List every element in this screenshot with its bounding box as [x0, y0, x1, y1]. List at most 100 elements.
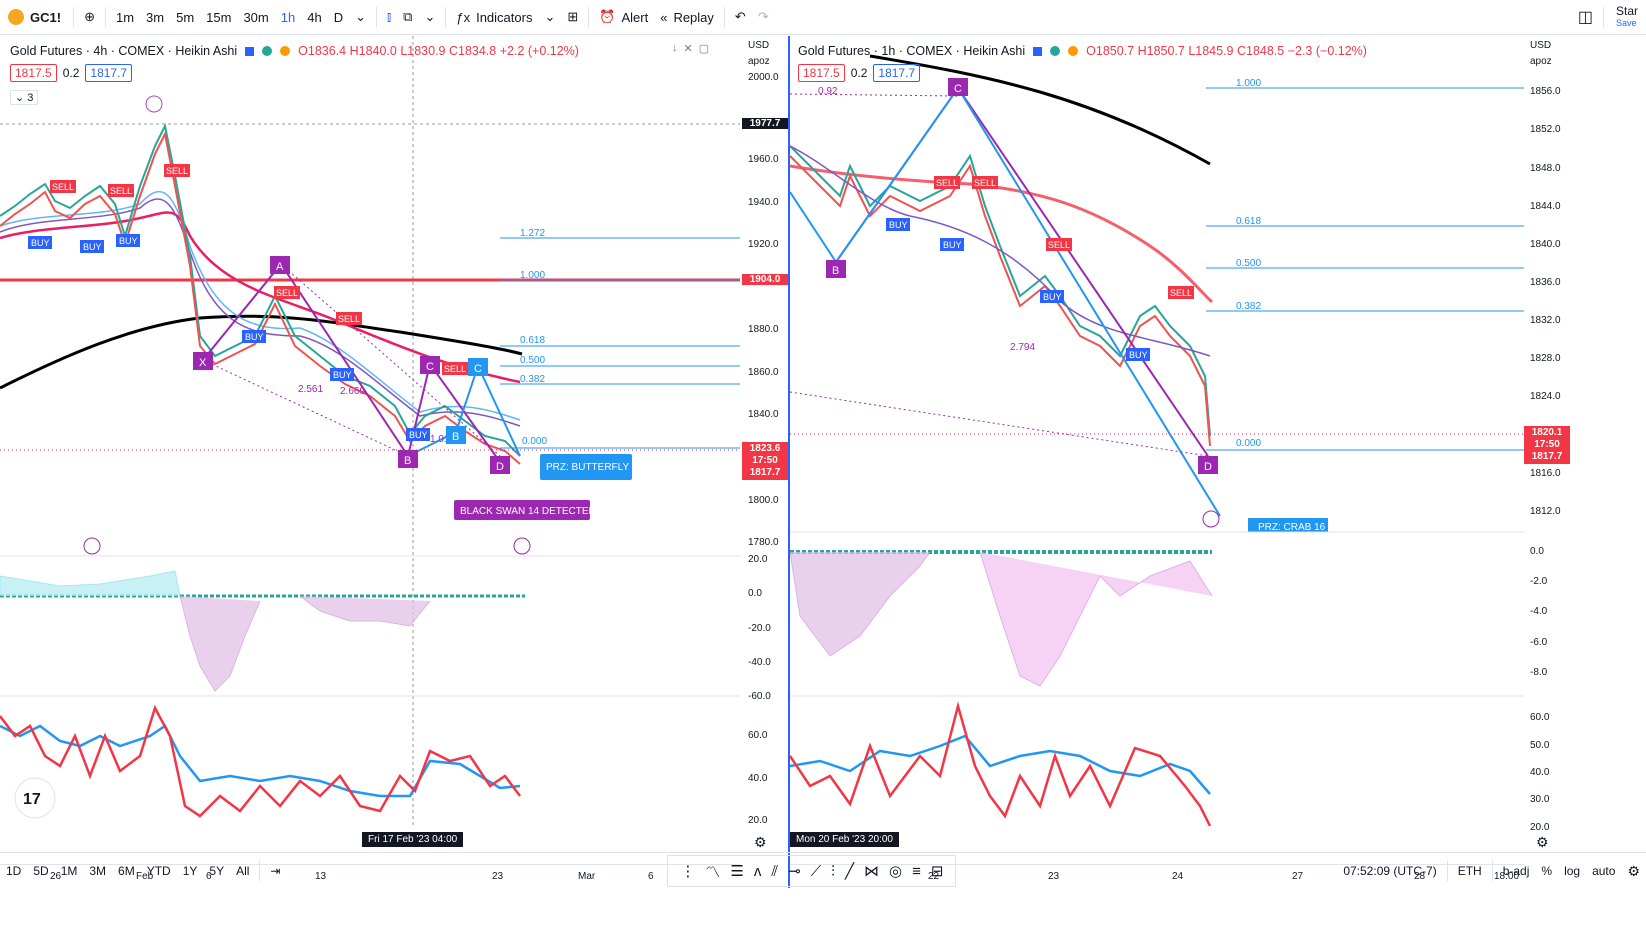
interval-1h[interactable]: 1h — [280, 9, 296, 25]
interval-4h[interactable]: 4h — [307, 9, 322, 25]
point-b-marker: B — [826, 260, 846, 278]
panel-toggle-icon[interactable]: ◫ — [1577, 9, 1593, 26]
close-icon[interactable]: ✕ — [683, 43, 693, 55]
adjustment-toggle[interactable]: b-adj — [1502, 864, 1530, 878]
redo-icon[interactable]: ↷ — [757, 9, 769, 24]
percent-scale-toggle[interactable]: % — [1541, 864, 1553, 878]
settings-gear-icon[interactable]: ⚙ — [754, 834, 767, 850]
fib-timezone-icon[interactable]: ⊟ — [930, 863, 944, 880]
buy-signal: BUY — [242, 330, 266, 343]
alert-button[interactable]: ⏰ Alert — [593, 0, 654, 34]
compare-add-icon[interactable]: ⊕ — [84, 9, 95, 24]
point-d-marker: D — [490, 456, 510, 474]
right-price-axis[interactable]: USD apoz 1856.0 1852.0 1848.0 1844.0 184… — [1524, 36, 1570, 833]
range-5d[interactable]: 5D — [33, 864, 49, 878]
ask-price[interactable]: 1817.7 — [85, 64, 133, 82]
left-price-axis[interactable]: USD apoz 2000.0 1977.7 1960.0 1940.0 192… — [742, 36, 788, 826]
candles-style-icon[interactable]: ⧉ — [403, 9, 413, 24]
path-icon[interactable]: ⟋ — [810, 862, 822, 880]
drag-handle-icon[interactable]: ⋮ — [680, 863, 696, 880]
point-d-marker: D — [1198, 456, 1218, 474]
scroll-down-icon[interactable]: ↓ — [672, 42, 678, 54]
bars-style-icon[interactable]: ⫾ — [386, 9, 392, 24]
left-chart-canvas[interactable]: 1.272 1.000 0.618 0.500 0.382 0.000 2.56… — [0, 36, 740, 888]
left-pane-controls: ↓ ✕ ▢ — [672, 42, 709, 55]
bid-price[interactable]: 1817.5 — [798, 64, 845, 82]
drawing-tools-bar: ⋮ 〽 ☰ ʌ ⫽ ⊸ ⟋ ⫶ ╱ ⋈ ◎ ≡ ⊟ — [667, 855, 957, 887]
maximize-icon[interactable]: ▢ — [698, 43, 710, 55]
svg-text:PRZ: CRAB 16: PRZ: CRAB 16 — [1258, 522, 1326, 533]
range-all[interactable]: All — [236, 864, 250, 878]
arrow-circle-icon — [83, 537, 101, 555]
fib-circle-icon[interactable]: ◎ — [888, 863, 903, 880]
bid-price[interactable]: 1817.5 — [10, 64, 57, 82]
log-scale-toggle[interactable]: log — [1564, 864, 1581, 878]
clock-time[interactable]: 07:52:09 (UTC-7) — [1343, 864, 1437, 878]
interval-3m[interactable]: 3m — [146, 9, 165, 25]
fib-level-0500: 0.500 — [520, 355, 545, 366]
left-ohlc-values: O1836.4 H1840.0 L1830.9 C1834.8 +2.2 (+0… — [298, 44, 579, 58]
interval-5m[interactable]: 5m — [176, 9, 195, 25]
right-chart-pane[interactable]: 1.000 0.618 0.500 0.382 0.000 0.92 2.794… — [788, 36, 1524, 888]
undo-icon[interactable]: ↶ — [734, 9, 746, 24]
parallel-channel-icon[interactable]: ⫽ — [771, 862, 779, 880]
trend-pattern-icon[interactable]: 〽 — [705, 863, 721, 881]
symbol-selector[interactable]: GC1! — [0, 9, 69, 25]
svg-text:17: 17 — [23, 791, 41, 808]
layout-name-label: Star — [1615, 4, 1638, 18]
save-button[interactable]: Star Save — [1608, 5, 1646, 29]
svg-text:B: B — [404, 455, 411, 467]
svg-text:BUY: BUY — [83, 242, 102, 252]
ratio-label: 0.92 — [818, 86, 838, 97]
chart-style-chevron-icon[interactable]: ⌄ — [424, 9, 436, 24]
indicators-collapse-toggle[interactable]: ⌄ 3 — [10, 90, 39, 105]
symbol-label: GC1! — [30, 9, 62, 25]
interval-15m[interactable]: 15m — [206, 9, 232, 25]
range-1m[interactable]: 1M — [60, 864, 78, 878]
interval-1m[interactable]: 1m — [115, 9, 135, 25]
replay-button[interactable]: « Replay — [654, 0, 720, 34]
head-shoulders-icon[interactable]: ⋈ — [863, 863, 879, 880]
right-chart-canvas[interactable]: 1.000 0.618 0.500 0.382 0.000 0.92 2.794… — [790, 36, 1524, 888]
range-1d[interactable]: 1D — [6, 864, 22, 878]
xabcd-pattern-icon[interactable]: ʌ — [753, 862, 762, 880]
go-to-date-icon[interactable]: ⇥ — [270, 864, 281, 878]
horizontal-ray-icon[interactable]: ⊸ — [788, 863, 801, 880]
indicators-button[interactable]: ƒx Indicators — [450, 0, 538, 34]
left-time-axis[interactable]: 26 Feb 6 13 23 Mar 6 — [0, 864, 740, 888]
range-3m[interactable]: 3M — [89, 864, 107, 878]
session-toggle[interactable]: ETH — [1457, 864, 1482, 878]
settings-gear-icon[interactable]: ⚙ — [1536, 834, 1549, 850]
sell-signal: SELL — [1168, 286, 1194, 299]
auto-scale-toggle[interactable]: auto — [1592, 864, 1616, 878]
bars-pattern-icon[interactable]: ⫶ — [831, 862, 835, 880]
right-time-axis[interactable]: 22 23 24 27 28 18:00 — [790, 864, 1524, 888]
ratio-label: 1.01 — [430, 434, 450, 445]
fib-channel-icon[interactable]: ≡ — [912, 862, 921, 880]
range-ytd[interactable]: YTD — [146, 864, 171, 878]
interval-d[interactable]: D — [333, 9, 344, 25]
settings-gear-icon[interactable]: ⚙ — [1627, 862, 1640, 879]
interval-dropdown-chevron-icon[interactable]: ⌄ — [355, 9, 366, 24]
sell-signal: SELL — [934, 176, 960, 189]
range-6m[interactable]: 6M — [118, 864, 135, 878]
buy-signal: BUY — [1126, 348, 1150, 361]
svg-text:SELL: SELL — [166, 166, 188, 176]
fib-retracement-icon[interactable]: ☰ — [730, 863, 744, 880]
range-1y[interactable]: 1Y — [182, 864, 198, 878]
fib-level-0382: 0.382 — [1236, 301, 1261, 312]
ask-price[interactable]: 1817.7 — [873, 64, 921, 82]
bottom-toolbar: 1D 5D 1M 3M 6M YTD 1Y 5Y All ⇥ ⋮ 〽 ☰ ʌ ⫽… — [0, 852, 1646, 889]
sell-signal: SELL — [274, 286, 300, 299]
prz-crab-label: PRZ: CRAB 16 — [1248, 518, 1328, 533]
trend-line-icon[interactable]: ╱ — [844, 863, 854, 880]
interval-30m[interactable]: 30m — [243, 9, 269, 25]
svg-text:BUY: BUY — [245, 332, 264, 342]
replay-label: Replay — [673, 9, 714, 25]
flag-icon — [245, 46, 255, 56]
left-chart-pane[interactable]: 1.272 1.000 0.618 0.500 0.382 0.000 2.56… — [0, 36, 740, 888]
svg-text:SELL: SELL — [110, 186, 132, 196]
range-5y[interactable]: 5Y — [209, 864, 225, 878]
indicators-chevron-icon[interactable]: ⌄ — [544, 9, 556, 24]
layout-grid-icon[interactable]: ⊞ — [567, 9, 579, 24]
